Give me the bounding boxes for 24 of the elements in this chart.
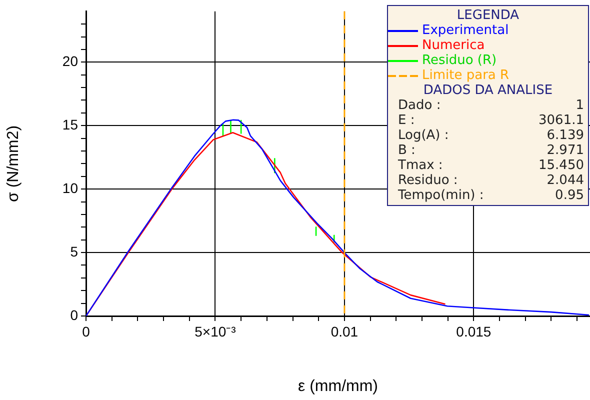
y-tick-label: 5	[70, 243, 78, 260]
text: Residuo : 2.044	[398, 173, 584, 188]
x-axis-title: ε (mm/mm)	[298, 378, 378, 395]
x-tick-label: 0	[82, 323, 90, 340]
x-tick-label: 0.015	[456, 323, 492, 340]
y-tick-label: 0	[70, 306, 78, 323]
y-tick-label: 10	[62, 180, 78, 196]
legend-label: Numerica	[422, 38, 485, 53]
annotation: DADOS DA ANALISE	[422, 83, 554, 98]
x-tick-label: 0.01	[330, 323, 358, 340]
y-tick-label: 15	[62, 116, 78, 132]
text: E : 3061.1	[398, 113, 584, 128]
y-axis-title: σ (N/mm2)	[5, 125, 22, 202]
ref-line-label: Limite para R	[422, 68, 510, 83]
text: B : 2.971	[398, 143, 584, 158]
y-tick-label: 20	[62, 53, 78, 70]
legend-label: Residuo (R)	[422, 53, 497, 68]
text: Dado : 1	[398, 98, 584, 113]
text: Tmax : 15.450	[398, 158, 584, 173]
x-tick-label: 5×10⁻³	[194, 323, 236, 340]
text: Log(A) : 6.139	[398, 128, 584, 143]
legend-title: LEGENDA	[456, 8, 520, 23]
legend-label: Experimental	[422, 23, 509, 38]
text: Tempo(min) : 0.95	[398, 188, 584, 203]
